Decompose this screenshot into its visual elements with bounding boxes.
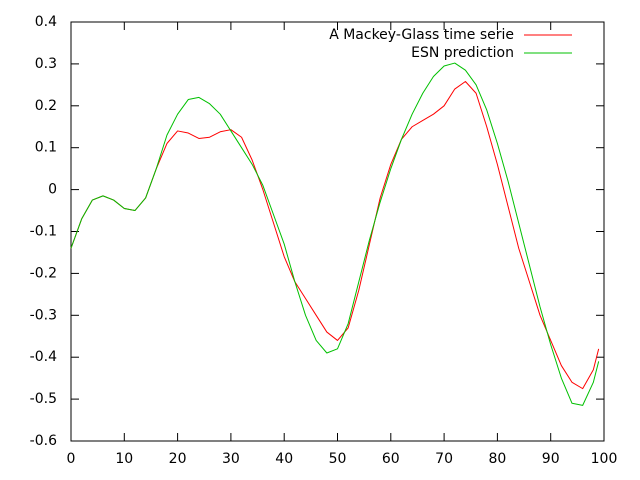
- y-tick-label: -0.1: [30, 224, 57, 240]
- y-tick-label: 0.3: [35, 56, 57, 72]
- y-tick-label: 0.2: [35, 98, 57, 114]
- y-tick-label: -0.6: [30, 433, 57, 449]
- legend-label: A Mackey-Glass time serie: [329, 27, 514, 43]
- x-tick-label: 40: [275, 451, 293, 467]
- x-tick-label: 100: [591, 451, 618, 467]
- y-tick-label: -0.3: [30, 307, 57, 323]
- x-tick-label: 60: [382, 451, 400, 467]
- x-tick-label: 80: [488, 451, 506, 467]
- x-tick-label: 50: [329, 451, 347, 467]
- y-tick-label: -0.2: [30, 265, 57, 281]
- x-tick-label: 20: [169, 451, 187, 467]
- series-line: [70, 81, 600, 390]
- x-tick-label: 70: [435, 451, 453, 467]
- legend-label: ESN prediction: [411, 45, 514, 61]
- y-tick-label: 0.1: [35, 140, 57, 156]
- x-tick-label: 30: [222, 451, 240, 467]
- series-line: [70, 62, 600, 406]
- x-tick-label: 10: [115, 451, 133, 467]
- y-tick-label: 0.4: [35, 14, 57, 30]
- y-tick-label: -0.5: [30, 391, 57, 407]
- y-tick-label: 0: [48, 182, 57, 198]
- x-tick-label: 0: [67, 451, 76, 467]
- plot-border: [70, 21, 605, 442]
- x-tick-label: 90: [542, 451, 560, 467]
- y-tick-label: -0.4: [30, 349, 57, 365]
